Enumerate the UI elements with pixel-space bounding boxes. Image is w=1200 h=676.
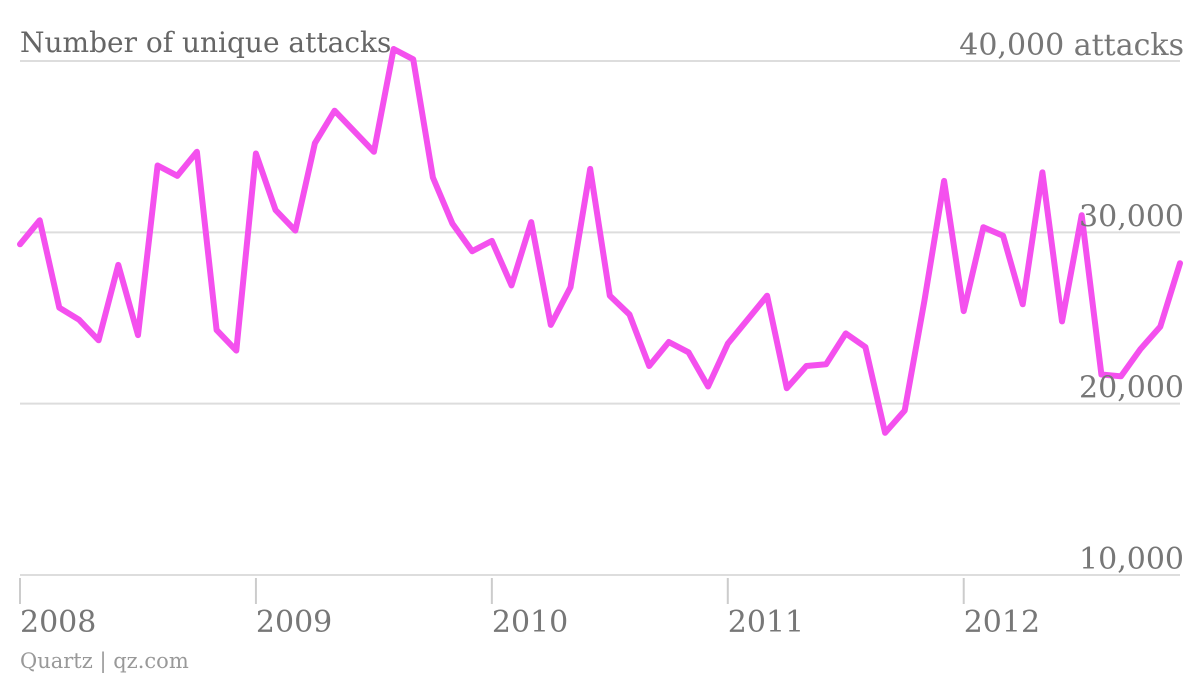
- x-tick-label: 2009: [256, 605, 332, 640]
- chart-title: Number of unique attacks: [20, 26, 391, 59]
- x-tick-label: 2010: [492, 605, 568, 640]
- y-tick-label: 40,000 attacks: [959, 28, 1184, 63]
- source-credit: Quartz | qz.com: [20, 649, 189, 674]
- y-tick-label: 10,000: [1079, 542, 1184, 577]
- series-line-unique-attacks: [17, 46, 1183, 436]
- x-tick-label: 2008: [20, 605, 96, 640]
- x-tick-label: 2011: [728, 605, 804, 640]
- y-tick-label: 30,000: [1079, 199, 1184, 234]
- y-tick-label: 20,000: [1079, 371, 1184, 406]
- x-tick-label: 2012: [964, 605, 1040, 640]
